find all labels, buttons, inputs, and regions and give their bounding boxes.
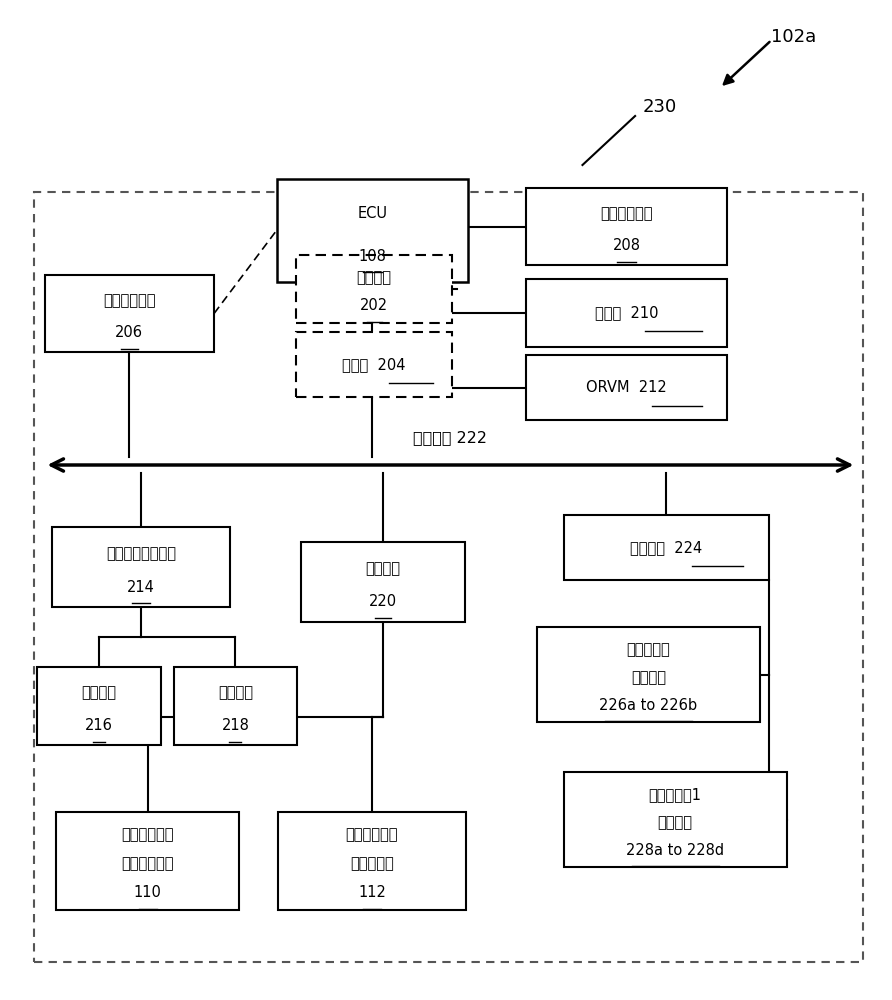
Text: 102a: 102a	[771, 28, 816, 46]
FancyBboxPatch shape	[52, 527, 230, 607]
Text: 微处理器: 微处理器	[357, 270, 392, 285]
Text: 无线通信系统: 无线通信系统	[103, 293, 155, 308]
FancyBboxPatch shape	[45, 275, 214, 352]
FancyBboxPatch shape	[526, 188, 727, 265]
Text: 216: 216	[85, 718, 113, 733]
Text: 228a to 228d: 228a to 228d	[626, 843, 724, 858]
Text: 输出设备: 输出设备	[657, 815, 693, 830]
FancyBboxPatch shape	[526, 279, 727, 347]
FancyBboxPatch shape	[564, 772, 787, 867]
Text: 一个或多个图: 一个或多个图	[346, 828, 398, 843]
FancyBboxPatch shape	[537, 627, 760, 722]
FancyBboxPatch shape	[278, 812, 466, 910]
Text: 220: 220	[369, 594, 397, 609]
Text: 214: 214	[127, 579, 155, 594]
FancyBboxPatch shape	[564, 515, 769, 580]
Text: 音频输入设备: 音频输入设备	[121, 856, 174, 871]
Text: 112: 112	[358, 885, 386, 900]
Text: 202: 202	[360, 298, 388, 313]
FancyBboxPatch shape	[174, 667, 297, 745]
Text: 226a to 226b: 226a to 226b	[599, 698, 698, 713]
Text: 110: 110	[134, 885, 161, 900]
FancyBboxPatch shape	[56, 812, 239, 910]
FancyBboxPatch shape	[37, 667, 161, 745]
Text: ECU: ECU	[358, 206, 387, 221]
FancyBboxPatch shape	[301, 542, 465, 622]
Text: 两个或更多个: 两个或更多个	[121, 828, 174, 843]
FancyBboxPatch shape	[296, 255, 452, 323]
Text: 车载网络 222: 车载网络 222	[414, 430, 487, 445]
Text: 动力总成控制系统: 动力总成控制系统	[106, 546, 176, 561]
Text: 第一组音频: 第一组音频	[626, 642, 671, 657]
Text: 信息娱乐系统: 信息娱乐系统	[600, 206, 653, 221]
Text: 像采集设备: 像采集设备	[350, 856, 394, 871]
Text: 108: 108	[359, 249, 386, 264]
Text: 转向系统: 转向系统	[81, 686, 117, 700]
Text: 制动系统: 制动系统	[218, 686, 253, 700]
Text: 音频接口  224: 音频接口 224	[631, 540, 702, 555]
Text: ORVM  212: ORVM 212	[586, 380, 667, 395]
Text: 208: 208	[613, 238, 640, 253]
FancyBboxPatch shape	[296, 332, 452, 397]
Text: 230: 230	[642, 98, 676, 116]
Text: 第二组音项1: 第二组音项1	[648, 787, 702, 802]
Text: 显示屏  210: 显示屏 210	[595, 306, 658, 320]
Text: 206: 206	[115, 325, 144, 340]
FancyBboxPatch shape	[526, 355, 727, 420]
Text: 存储器  204: 存储器 204	[343, 357, 406, 372]
FancyBboxPatch shape	[277, 179, 468, 282]
Text: 输出设备: 输出设备	[631, 670, 666, 685]
Text: 感测系统: 感测系统	[366, 561, 401, 576]
Text: 218: 218	[221, 718, 250, 733]
